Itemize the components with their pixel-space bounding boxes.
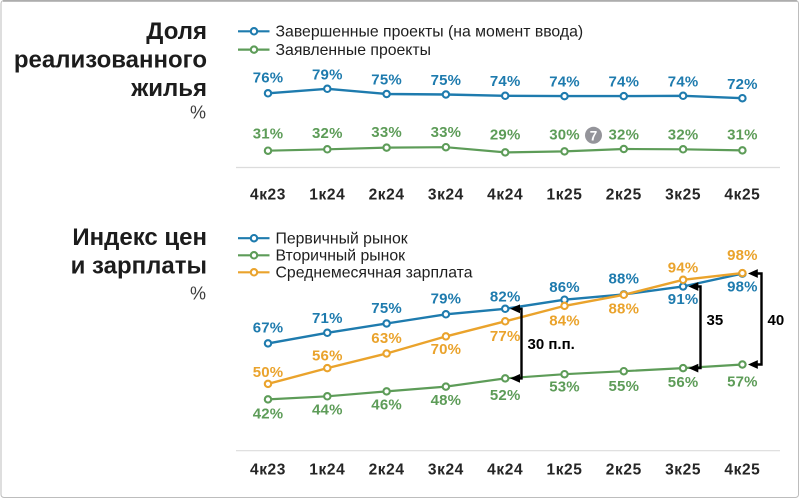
svg-text:Завершенные проекты (на момент: Завершенные проекты (на момент ввода) <box>276 24 584 41</box>
svg-text:55%: 55% <box>608 378 639 395</box>
svg-text:77%: 77% <box>490 328 521 345</box>
svg-text:Вторичный рынок: Вторичный рынок <box>276 248 406 265</box>
svg-text:1к25: 1к25 <box>546 462 582 479</box>
svg-text:98%: 98% <box>727 247 758 264</box>
svg-text:3к24: 3к24 <box>428 186 464 203</box>
svg-text:79%: 79% <box>431 290 462 307</box>
svg-text:53%: 53% <box>549 379 580 396</box>
svg-text:94%: 94% <box>668 259 699 276</box>
svg-text:84%: 84% <box>549 312 580 329</box>
svg-text:31%: 31% <box>253 126 284 143</box>
svg-text:Доля: Доля <box>146 18 207 45</box>
svg-text:56%: 56% <box>668 374 699 391</box>
svg-text:2к25: 2к25 <box>606 462 642 479</box>
svg-text:реализованного: реализованного <box>14 47 207 74</box>
svg-text:Индекс цен: Индекс цен <box>72 224 207 251</box>
svg-text:57%: 57% <box>727 373 758 390</box>
svg-text:75%: 75% <box>371 300 402 317</box>
svg-text:4к23: 4к23 <box>250 186 286 203</box>
svg-text:Заявленные проекты: Заявленные проекты <box>276 42 431 59</box>
svg-text:50%: 50% <box>253 364 284 381</box>
svg-text:98%: 98% <box>727 279 758 296</box>
svg-text:79%: 79% <box>312 67 343 84</box>
svg-text:4к23: 4к23 <box>250 462 286 479</box>
svg-text:4к25: 4к25 <box>724 186 760 203</box>
svg-text:86%: 86% <box>549 279 580 296</box>
svg-text:74%: 74% <box>608 74 639 91</box>
svg-text:76%: 76% <box>253 70 284 87</box>
svg-text:42%: 42% <box>253 405 284 422</box>
svg-text:35: 35 <box>707 312 724 329</box>
svg-text:Среднемесячная зарплата: Среднемесячная зарплата <box>276 265 473 282</box>
svg-text:74%: 74% <box>549 74 580 91</box>
svg-text:32%: 32% <box>608 126 639 143</box>
svg-text:88%: 88% <box>608 271 639 288</box>
svg-text:75%: 75% <box>371 71 402 88</box>
svg-text:33%: 33% <box>371 124 402 141</box>
svg-text:74%: 74% <box>668 73 699 90</box>
svg-text:4к24: 4к24 <box>487 186 523 203</box>
svg-text:82%: 82% <box>490 289 521 306</box>
svg-text:31%: 31% <box>727 126 758 143</box>
svg-text:30%: 30% <box>549 127 580 144</box>
svg-text:1к24: 1к24 <box>309 186 345 203</box>
svg-text:44%: 44% <box>312 402 343 419</box>
svg-text:2к25: 2к25 <box>606 186 642 203</box>
svg-text:4к25: 4к25 <box>724 462 760 479</box>
svg-text:91%: 91% <box>668 291 699 308</box>
svg-text:32%: 32% <box>312 125 343 142</box>
svg-text:75%: 75% <box>431 72 462 89</box>
svg-text:46%: 46% <box>371 397 402 414</box>
svg-text:3к24: 3к24 <box>428 462 464 479</box>
svg-text:30 п.п.: 30 п.п. <box>528 336 575 353</box>
svg-text:74%: 74% <box>490 73 521 90</box>
svg-text:70%: 70% <box>431 341 462 358</box>
svg-text:7: 7 <box>590 128 598 143</box>
svg-text:4к24: 4к24 <box>487 462 523 479</box>
svg-text:2к24: 2к24 <box>369 462 405 479</box>
svg-text:1к24: 1к24 <box>309 462 345 479</box>
svg-text:и зарплаты: и зарплаты <box>71 253 207 280</box>
svg-text:33%: 33% <box>431 124 462 141</box>
svg-text:%: % <box>190 103 206 123</box>
svg-text:56%: 56% <box>312 348 343 365</box>
svg-text:жилья: жилья <box>130 75 207 102</box>
svg-text:67%: 67% <box>253 320 284 337</box>
svg-text:3к25: 3к25 <box>665 186 701 203</box>
svg-text:29%: 29% <box>490 126 521 143</box>
svg-text:72%: 72% <box>727 76 758 93</box>
svg-text:71%: 71% <box>312 310 343 327</box>
svg-text:63%: 63% <box>371 330 402 347</box>
svg-text:88%: 88% <box>608 301 639 318</box>
svg-text:Первичный рынок: Первичный рынок <box>276 231 408 248</box>
svg-text:2к24: 2к24 <box>369 186 405 203</box>
svg-text:1к25: 1к25 <box>546 186 582 203</box>
svg-text:48%: 48% <box>431 392 462 409</box>
svg-text:32%: 32% <box>668 127 699 144</box>
svg-text:52%: 52% <box>490 387 521 404</box>
svg-text:%: % <box>190 284 206 304</box>
svg-text:3к25: 3к25 <box>665 462 701 479</box>
svg-text:40: 40 <box>768 312 785 329</box>
